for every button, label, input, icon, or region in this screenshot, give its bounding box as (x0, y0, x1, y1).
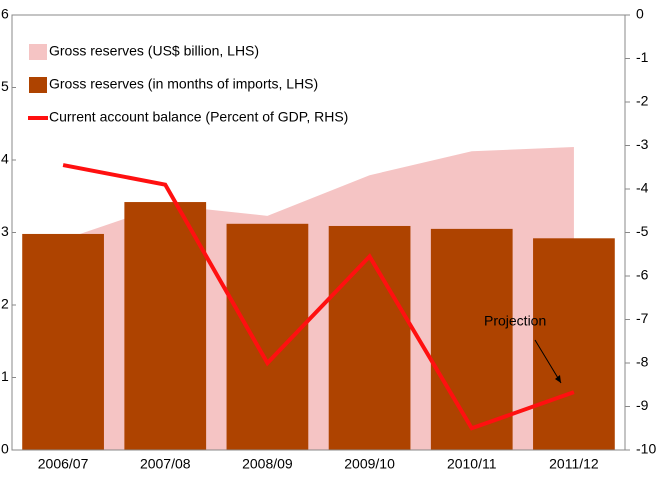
legend-swatch (29, 44, 47, 60)
x-tick-label: 2006/07 (38, 456, 89, 472)
x-tick-label: 2008/09 (242, 456, 293, 472)
bar (124, 202, 207, 450)
y-tick-label: 4 (1, 151, 9, 167)
y2-tick-label: -9 (636, 397, 649, 413)
y2-tick-label: -6 (636, 267, 649, 283)
y2-tick-label: -3 (636, 136, 649, 152)
y2-tick-label: -5 (636, 223, 649, 239)
bar (533, 238, 615, 450)
legend-label: Gross reserves (in months of imports, LH… (49, 76, 318, 92)
annotation: Projection (484, 313, 546, 329)
annotation-arrow (534, 339, 562, 384)
x-tick-label: 2009/10 (344, 456, 395, 472)
bar (22, 233, 104, 450)
bar (226, 223, 309, 450)
legend-swatch (29, 77, 47, 93)
legend-label: Gross reserves (US$ billion, LHS) (49, 43, 259, 59)
legend-label: Current account balance (Percent of GDP,… (49, 109, 348, 125)
y2-tick-label: -1 (636, 49, 649, 65)
x-tick-label: 2007/08 (140, 456, 191, 472)
y-tick-label: 6 (1, 6, 9, 22)
y2-tick-label: -4 (636, 180, 649, 196)
y-tick-label: 1 (1, 368, 9, 384)
y-tick-label: 2 (1, 296, 9, 312)
y2-tick-label: 0 (636, 6, 644, 22)
bar (430, 228, 513, 450)
y2-tick-label: -10 (636, 441, 656, 457)
y-tick-label: 5 (1, 78, 9, 94)
x-tick-label: 2011/12 (549, 456, 599, 472)
line (62, 163, 575, 431)
y2-tick-label: -8 (636, 354, 649, 370)
x-tick-label: 2010/11 (447, 456, 497, 472)
y2-tick-label: -2 (636, 93, 649, 109)
y2-tick-label: -7 (636, 310, 649, 326)
bar (328, 225, 411, 450)
y-tick-label: 0 (1, 441, 9, 457)
y-tick-label: 3 (1, 223, 9, 239)
annotation-arrowhead (555, 375, 561, 383)
